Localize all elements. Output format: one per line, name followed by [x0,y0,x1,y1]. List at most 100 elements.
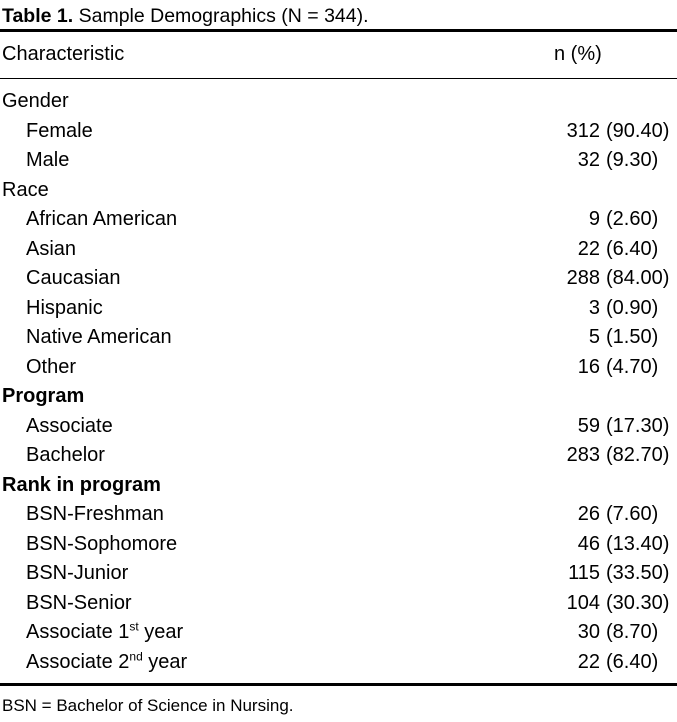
row-value [485,176,677,206]
table-caption-text: Sample Demographics (N = 344). [78,5,369,27]
row-label: Hispanic [0,294,485,324]
row-label: Associate 2nd year [0,648,485,678]
table-body: Gender Female 312 (90.40) Male 32 (9.30)… [0,79,677,683]
row-label-text: Native American [26,326,172,349]
row-percent-value: (17.30) [606,414,670,437]
row-label: Native American [0,323,485,353]
row-label-text: BSN-Sophomore [26,532,178,555]
row-label: Bachelor [0,441,485,471]
row-label-text: Hispanic [26,296,103,319]
row-value [485,471,677,501]
table-row: Male 32 (9.30) [0,146,677,176]
row-label: Associate 1st year [0,618,485,648]
row-n-value: 9 [588,208,600,231]
row-percent-value: (4.70) [606,355,659,378]
row-label-text: Gender [2,90,69,113]
table-row: Associate 2nd year 22 (6.40) [0,648,677,678]
table-row: Rank in program [0,471,677,501]
row-n-value: 288 [566,267,600,290]
table-header-row: Characteristic n (%) [0,32,677,78]
row-label-superscript: nd [129,649,143,664]
table-row: Program [0,382,677,412]
row-label: Race [0,176,485,206]
row-label-text: Rank in program [2,473,161,496]
table-row: Female 312 (90.40) [0,117,677,147]
row-label-text: BSN-Freshman [26,503,164,526]
row-n-value: 283 [566,444,600,467]
row-value: 32 (9.30) [485,146,677,176]
table-row: BSN-Freshman 26 (7.60) [0,500,677,530]
row-n-value: 5 [588,326,600,349]
row-value: 30 (8.70) [485,618,677,648]
row-label-text: Caucasian [26,267,121,290]
row-label: BSN-Sophomore [0,530,485,560]
row-label-tail: year [138,621,184,644]
row-n-value: 26 [577,503,600,526]
row-label-text: Associate [26,414,113,437]
row-percent-value: (7.60) [606,503,659,526]
row-percent-value: (84.00) [606,267,670,290]
row-n-value [485,87,600,117]
row-label: BSN-Freshman [0,500,485,530]
row-label: Other [0,353,485,383]
row-label-text: BSN-Senior [26,591,132,614]
row-label-superscript: st [129,619,139,634]
row-value: 46 (13.40) [485,530,677,560]
table-footnote: BSN = Bachelor of Science in Nursing. [2,695,294,715]
row-percent-value: (90.40) [606,119,670,142]
row-n-value: 312 [566,119,600,142]
row-value [485,382,677,412]
table-number-label: Table 1. [2,5,74,27]
header-n-percent: n (%) [554,43,602,65]
table-row: Associate 1st year 30 (8.70) [0,618,677,648]
row-value: 16 (4.70) [485,353,677,383]
row-label-tail: year [142,650,188,673]
row-n-value [485,176,600,206]
row-label-text: Asian [26,237,77,260]
row-label-text: Bachelor [26,444,105,467]
row-n-value [485,382,600,412]
table-row: Associate 59 (17.30) [0,412,677,442]
row-n-value: 32 [577,149,600,172]
row-percent-value: (30.30) [606,591,670,614]
row-label: African American [0,205,485,235]
row-n-value: 16 [577,355,600,378]
table-row: African American 9 (2.60) [0,205,677,235]
table-row: Hispanic 3 (0.90) [0,294,677,324]
row-label: Male [0,146,485,176]
row-value: 3 (0.90) [485,294,677,324]
row-n-value: 46 [577,532,600,555]
row-label-text: BSN-Junior [26,562,129,585]
table-row: Other 16 (4.70) [0,353,677,383]
table-row: BSN-Senior 104 (30.30) [0,589,677,619]
row-percent-value: (8.70) [606,621,659,644]
row-value: 26 (7.60) [485,500,677,530]
row-percent-value [600,176,677,206]
row-n-value: 22 [577,650,600,673]
table-row: BSN-Junior 115 (33.50) [0,559,677,589]
row-value: 115 (33.50) [485,559,677,589]
row-percent-value [600,87,677,117]
row-n-value: 104 [566,591,600,614]
row-n-value: 3 [588,296,600,319]
row-label-text: Associate 1 [26,621,130,644]
table-row: Caucasian 288 (84.00) [0,264,677,294]
row-label: Associate [0,412,485,442]
row-percent-value: (6.40) [606,650,659,673]
row-label: BSN-Junior [0,559,485,589]
row-n-value [485,471,600,501]
row-label: Gender [0,87,485,117]
row-percent-value: (13.40) [606,532,670,555]
table-row: BSN-Sophomore 46 (13.40) [0,530,677,560]
row-label: Asian [0,235,485,265]
row-value: 59 (17.30) [485,412,677,442]
row-label-text: Associate 2 [26,650,130,673]
row-label: Female [0,117,485,147]
row-percent-value [600,471,677,501]
row-label: Rank in program [0,471,485,501]
row-label-text: Race [2,178,49,201]
table-row: Native American 5 (1.50) [0,323,677,353]
bottom-rule [0,683,677,686]
row-percent-value: (82.70) [606,444,670,467]
